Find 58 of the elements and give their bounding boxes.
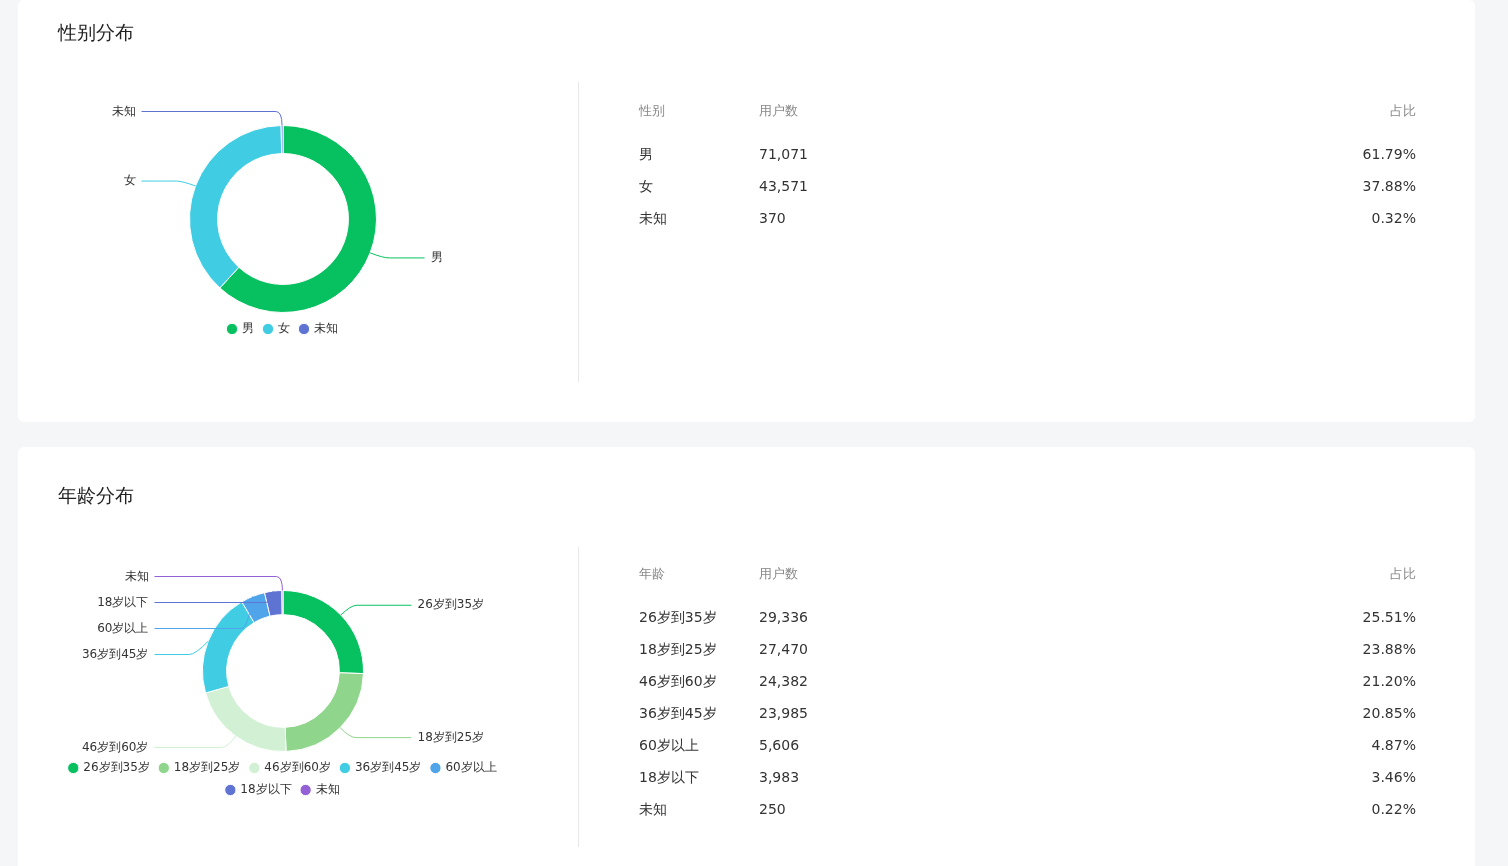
legend-label: 18岁到25岁 bbox=[173, 760, 241, 775]
chart-title: 年龄分布 bbox=[58, 483, 134, 508]
text: 年龄 bbox=[639, 565, 665, 583]
text: 61.79% bbox=[1362, 146, 1416, 162]
text: 3.46% bbox=[1371, 769, 1416, 785]
legend-label: 26岁到35岁 bbox=[83, 760, 150, 775]
legend-label: 未知 bbox=[314, 321, 338, 336]
legend-label: 18岁以下 bbox=[240, 782, 292, 797]
slice-label: 18岁以下 bbox=[97, 594, 149, 609]
slice-label: 女 bbox=[123, 173, 136, 188]
text: 43,571 bbox=[759, 178, 808, 194]
text: 4.87% bbox=[1371, 737, 1416, 753]
legend-label: 女 bbox=[278, 321, 290, 336]
slice-label: 60岁以上 bbox=[97, 620, 149, 635]
text: 占比 bbox=[1390, 102, 1416, 120]
slice-label: 未知 bbox=[124, 568, 149, 583]
legend-label: 46岁到60岁 bbox=[264, 760, 331, 775]
text: 29,336 bbox=[759, 609, 808, 625]
slice-label: 18岁到25岁 bbox=[417, 729, 485, 744]
text: 24,382 bbox=[759, 673, 808, 689]
category-label: 46岁到60岁 bbox=[639, 673, 717, 689]
category-label: 36岁到45岁 bbox=[639, 705, 717, 721]
slice-label: 46岁到60岁 bbox=[81, 739, 149, 754]
category-label: 18岁到25岁 bbox=[639, 641, 717, 657]
category-label: 26岁到35岁 bbox=[639, 609, 717, 625]
slice-label: 未知 bbox=[111, 103, 136, 118]
text: 0.22% bbox=[1371, 801, 1416, 817]
legend-label: 未知 bbox=[315, 782, 340, 797]
text: 性别 bbox=[639, 102, 665, 120]
text: 370 bbox=[759, 210, 786, 226]
slice-label: 男 bbox=[430, 250, 443, 265]
category-label: 男 bbox=[639, 146, 653, 162]
legend-label: 男 bbox=[242, 321, 254, 336]
text: 23,985 bbox=[759, 705, 808, 721]
text: 27,470 bbox=[759, 641, 808, 657]
category-label: 女 bbox=[639, 178, 653, 194]
category-label: 60岁以上 bbox=[639, 737, 699, 753]
category-label: 未知 bbox=[639, 801, 667, 817]
text: 71,071 bbox=[759, 146, 808, 162]
text: 3,983 bbox=[759, 769, 800, 785]
text: 用户数 bbox=[759, 565, 798, 583]
text: 21.20% bbox=[1362, 673, 1416, 689]
text: 5,606 bbox=[759, 737, 800, 753]
legend-label: 60岁以上 bbox=[445, 760, 497, 775]
text: 20.85% bbox=[1362, 705, 1416, 721]
category-label: 未知 bbox=[639, 210, 667, 226]
text: 占比 bbox=[1390, 565, 1416, 583]
text: 25.51% bbox=[1362, 609, 1416, 625]
legend-label: 36岁到45岁 bbox=[354, 760, 422, 775]
text: 23.88% bbox=[1362, 641, 1416, 657]
text: 37.88% bbox=[1362, 178, 1416, 194]
text: 250 bbox=[759, 801, 786, 817]
text: 0.32% bbox=[1371, 210, 1416, 226]
category-label: 18岁以下 bbox=[639, 769, 699, 785]
text: 用户数 bbox=[759, 102, 798, 120]
slice-label: 36岁到45岁 bbox=[81, 646, 149, 661]
chart-title: 性别分布 bbox=[58, 20, 134, 45]
slice-label: 26岁到35岁 bbox=[417, 597, 485, 612]
